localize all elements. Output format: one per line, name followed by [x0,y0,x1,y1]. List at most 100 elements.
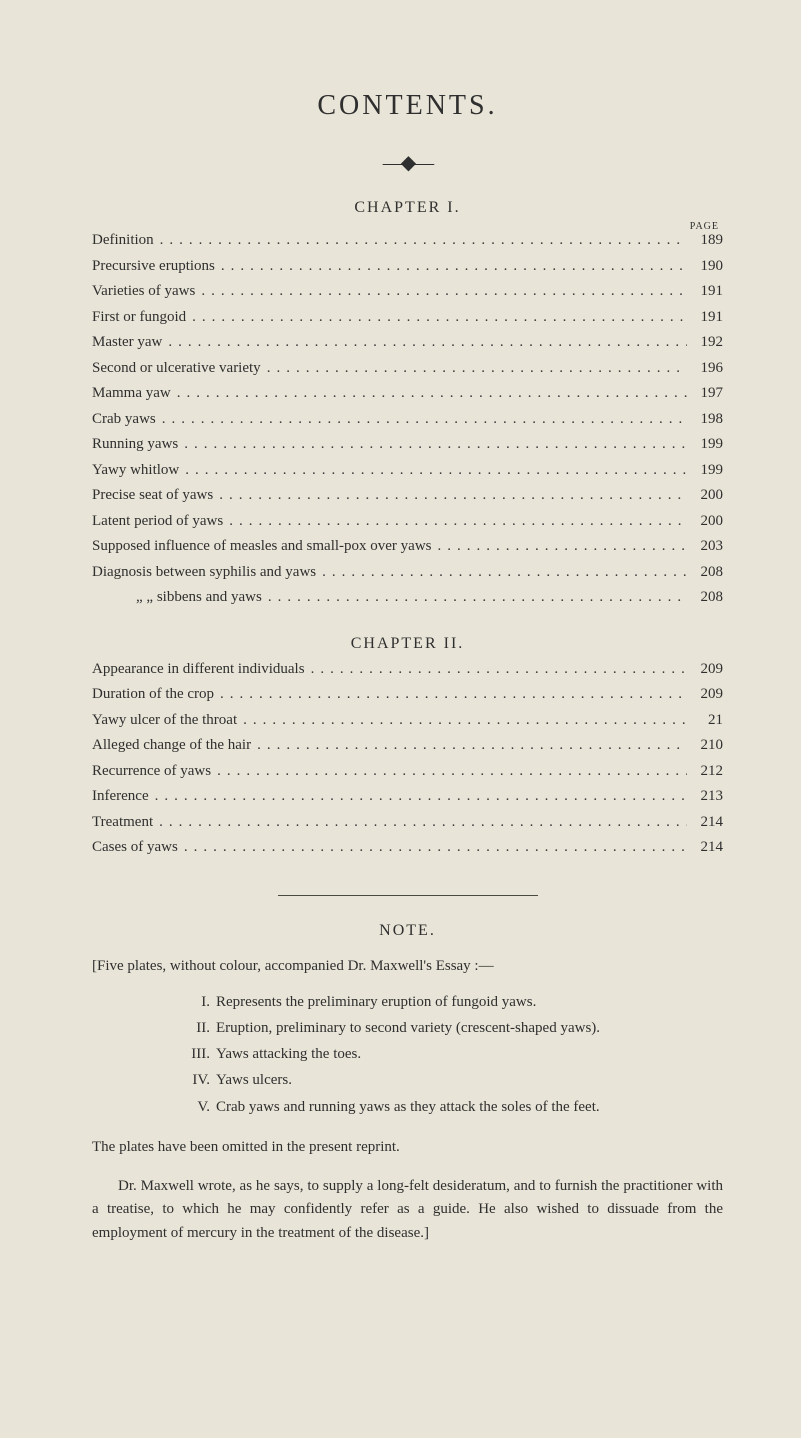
toc-row: Varieties of yaws.......................… [92,279,723,305]
note-item-text: Eruption, preliminary to second variety … [216,1015,600,1041]
note-list-item: II.Eruption, preliminary to second varie… [172,1015,723,1041]
toc-entry-label: Latent period of yaws [92,509,223,535]
toc-entry-label: Second or ulcerative variety [92,356,261,382]
toc-leader-dots: ........................................… [211,759,687,785]
toc-leader-dots: ........................................… [162,330,687,356]
toc-entry-page: 214 [687,835,723,861]
toc-entry-page: 212 [687,759,723,785]
toc-leader-dots: ........................................… [316,560,687,586]
note-item-text: Yaws ulcers. [216,1067,292,1093]
toc-row: Alleged change of the hair..............… [92,733,723,759]
toc-entry-page: 200 [687,509,723,535]
note-heading: NOTE. [92,922,723,940]
toc-entry-page: 197 [687,381,723,407]
toc-row: Second or ulcerative variety............… [92,356,723,382]
toc-row: Cases of yaws...........................… [92,835,723,861]
chapter-2-heading: CHAPTER II. [92,635,723,653]
chapter-1-toc: Definition..............................… [92,228,723,611]
note-item-numeral: I. [172,989,216,1015]
page-title: CONTENTS. [92,90,723,122]
toc-entry-page: 208 [687,560,723,586]
toc-row: Precursive eruptions....................… [92,254,723,280]
toc-entry-page: 210 [687,733,723,759]
toc-entry-label: Yawy ulcer of the throat [92,708,237,734]
section-rule [278,895,538,896]
toc-row: Appearance in different individuals.....… [92,657,723,683]
toc-leader-dots: ........................................… [432,534,688,560]
toc-entry-page: 191 [687,279,723,305]
toc-entry-page: 200 [687,483,723,509]
toc-leader-dots: ........................................… [179,458,687,484]
toc-entry-page: 191 [687,305,723,331]
note-item-text: Yaws attacking the toes. [216,1041,361,1067]
toc-leader-dots: ........................................… [305,657,687,683]
toc-row: Supposed influence of measles and small-… [92,534,723,560]
toc-entry-label: Master yaw [92,330,162,356]
toc-row: Master yaw..............................… [92,330,723,356]
toc-row: Latent period of yaws...................… [92,509,723,535]
toc-leader-dots: ........................................… [178,432,687,458]
toc-row: Diagnosis between syphilis and yaws.....… [92,560,723,586]
toc-entry-page: 209 [687,682,723,708]
note-list-item: III.Yaws attacking the toes. [172,1041,723,1067]
note-paragraph-2: Dr. Maxwell wrote, as he says, to supply… [92,1175,723,1245]
toc-row: Running yaws............................… [92,432,723,458]
toc-entry-label: „ „ sibbens and yaws [92,585,262,611]
toc-leader-dots: ........................................… [223,509,687,535]
toc-entry-label: Definition [92,228,154,254]
toc-row: Yawy whitlow............................… [92,458,723,484]
toc-row: Treatment...............................… [92,810,723,836]
toc-leader-dots: ........................................… [154,228,687,254]
toc-row: First or fungoid........................… [92,305,723,331]
toc-leader-dots: ........................................… [153,810,687,836]
toc-leader-dots: ........................................… [195,279,687,305]
toc-entry-page: 21 [687,708,723,734]
toc-row: Crab yaws...............................… [92,407,723,433]
toc-row: Inference...............................… [92,784,723,810]
toc-row: Definition..............................… [92,228,723,254]
toc-leader-dots: ........................................… [214,682,687,708]
note-item-numeral: IV. [172,1067,216,1093]
toc-leader-dots: ........................................… [213,483,687,509]
toc-entry-page: 213 [687,784,723,810]
toc-entry-page: 208 [687,585,723,611]
toc-leader-dots: ........................................… [215,254,687,280]
chapter-1-heading: CHAPTER I. [92,199,723,217]
toc-entry-page: 189 [687,228,723,254]
toc-entry-label: Crab yaws [92,407,156,433]
toc-entry-label: Duration of the crop [92,682,214,708]
toc-entry-label: First or fungoid [92,305,186,331]
note-item-text: Represents the preliminary eruption of f… [216,989,536,1015]
toc-leader-dots: ........................................… [156,407,687,433]
toc-leader-dots: ........................................… [186,305,687,331]
toc-entry-page: 192 [687,330,723,356]
ornament-divider: —◆— [92,150,723,175]
toc-entry-page: 209 [687,657,723,683]
note-item-numeral: II. [172,1015,216,1041]
toc-entry-page: 203 [687,534,723,560]
note-item-numeral: III. [172,1041,216,1067]
toc-leader-dots: ........................................… [237,708,687,734]
note-list-item: V.Crab yaws and running yaws as they att… [172,1094,723,1120]
note-paragraph-1: The plates have been omitted in the pres… [92,1136,723,1159]
toc-leader-dots: ........................................… [178,835,687,861]
toc-entry-page: 214 [687,810,723,836]
toc-leader-dots: ........................................… [251,733,687,759]
toc-entry-page: 199 [687,432,723,458]
toc-row: Duration of the crop....................… [92,682,723,708]
toc-entry-label: Running yaws [92,432,178,458]
note-item-numeral: V. [172,1094,216,1120]
toc-row: Yawy ulcer of the throat................… [92,708,723,734]
note-plate-list: I.Represents the preliminary eruption of… [92,989,723,1120]
toc-entry-label: Treatment [92,810,153,836]
toc-entry-label: Recurrence of yaws [92,759,211,785]
toc-entry-label: Precise seat of yaws [92,483,213,509]
toc-leader-dots: ........................................… [261,356,687,382]
chapter-2-toc: Appearance in different individuals.....… [92,657,723,861]
toc-entry-label: Inference [92,784,149,810]
toc-entry-page: 190 [687,254,723,280]
toc-entry-label: Appearance in different individuals [92,657,305,683]
toc-leader-dots: ........................................… [149,784,687,810]
toc-entry-page: 198 [687,407,723,433]
toc-entry-label: Cases of yaws [92,835,178,861]
